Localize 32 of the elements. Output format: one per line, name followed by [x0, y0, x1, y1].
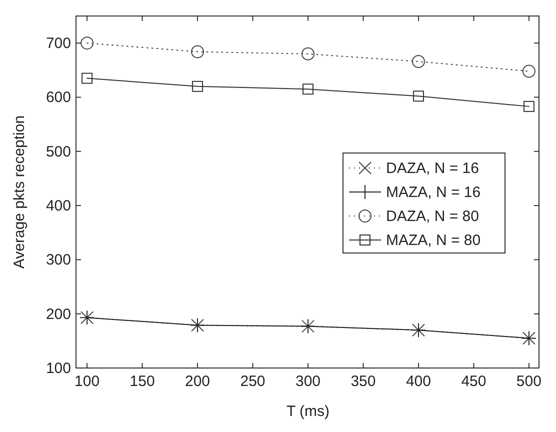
legend-label: DAZA, N = 16 — [386, 160, 479, 177]
x-tick-label: 400 — [406, 373, 431, 390]
point — [302, 47, 314, 60]
point — [523, 100, 534, 112]
point — [412, 54, 425, 68]
x-tick-label: 450 — [461, 373, 486, 390]
x-tick-label: 250 — [240, 373, 266, 390]
y-tick-label: 500 — [46, 143, 71, 160]
x-tick-label: 300 — [295, 373, 321, 390]
y-tick-label: 200 — [46, 306, 71, 323]
y-axis-title: Average pkts reception — [11, 115, 28, 269]
point — [412, 90, 424, 102]
point — [302, 84, 314, 95]
legend-label: MAZA, N = 80 — [386, 232, 481, 249]
legend-label: DAZA, N = 80 — [386, 208, 479, 225]
point — [191, 45, 204, 58]
x-tick-label: 350 — [350, 373, 376, 390]
y-tick-label: 400 — [46, 198, 71, 215]
point — [192, 80, 204, 92]
point — [522, 64, 536, 78]
x-tick-label: 100 — [74, 373, 100, 390]
point — [82, 72, 93, 84]
x-tick-label: 500 — [516, 373, 542, 390]
point — [80, 36, 94, 50]
y-tick-label: 100 — [46, 360, 71, 377]
legend-label: MAZA, N = 16 — [386, 184, 481, 201]
x-tick-label: 150 — [130, 373, 155, 390]
y-tick-label: 300 — [46, 252, 71, 269]
x-tick-label: 200 — [185, 373, 210, 390]
y-tick-label: 600 — [46, 89, 71, 106]
x-axis-title: T (ms) — [286, 403, 330, 420]
y-tick-label: 700 — [46, 35, 71, 52]
